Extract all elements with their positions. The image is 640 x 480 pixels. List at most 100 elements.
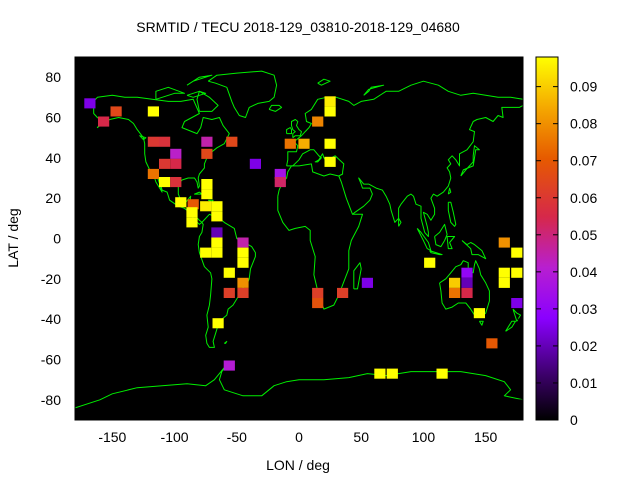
colorbar-tick-label: 0.02 <box>570 338 597 354</box>
colorbar-tick-label: 0.05 <box>570 227 597 243</box>
heatmap-cell <box>237 237 249 248</box>
plot-area <box>75 57 523 420</box>
chart-title: SRMTID / TECU 2018-129_03810-2018-129_04… <box>136 19 460 35</box>
heatmap-cell <box>201 148 213 159</box>
heatmap-cell <box>386 368 398 379</box>
coastline-22 <box>398 217 402 227</box>
heatmap-cell <box>186 207 198 218</box>
heatmap-cell <box>511 298 523 309</box>
heatmap-cell <box>361 277 373 288</box>
heatmap-cell <box>187 199 199 210</box>
heatmap-cell <box>223 360 235 371</box>
y-tick-label: 40 <box>45 150 61 166</box>
heatmap-cell <box>211 201 223 212</box>
heatmap-cell <box>324 96 336 107</box>
heatmap-cell <box>98 116 110 127</box>
heatmap-cell <box>298 138 310 149</box>
coastline-5 <box>286 149 345 177</box>
heatmap-cell <box>284 138 296 149</box>
coastline-29 <box>186 90 207 98</box>
y-axis-label: LAT / deg <box>5 208 21 267</box>
colorbar <box>535 56 559 421</box>
colorbar-tick-label: 0.06 <box>570 190 597 206</box>
heatmap-cell <box>449 287 461 298</box>
x-tick-label: 150 <box>474 429 498 445</box>
coastline-8 <box>75 365 523 409</box>
world-coastlines <box>75 70 523 409</box>
coastline-10 <box>286 127 292 135</box>
heatmap-cell <box>436 368 448 379</box>
y-tick-label: 20 <box>45 190 61 206</box>
heatmap-cell <box>223 267 235 278</box>
heatmap-cell <box>211 227 223 238</box>
coastline-18 <box>353 262 362 290</box>
coastline-15 <box>434 223 448 248</box>
heatmap-cell <box>498 267 510 278</box>
coastline-27 <box>139 135 147 141</box>
coastline-17 <box>461 240 487 260</box>
heatmap-cell <box>511 267 523 278</box>
heatmap-cell <box>337 287 349 298</box>
heatmap-cell <box>449 277 461 288</box>
heatmap-cell <box>201 136 213 147</box>
heatmap-cell <box>147 106 159 117</box>
heatmap-cell <box>223 287 235 298</box>
y-tick-label: -80 <box>41 392 61 408</box>
heatmap-cell <box>200 201 212 212</box>
coastline-19 <box>512 308 521 322</box>
colorbar-tick-label: 0.04 <box>570 264 597 280</box>
heatmap-cell <box>461 277 473 288</box>
y-tick-label: -40 <box>41 311 61 327</box>
heatmap-cell <box>424 257 436 268</box>
heatmap-cell <box>324 106 336 117</box>
x-tick-label: 100 <box>412 429 436 445</box>
heatmap-cell <box>110 106 122 117</box>
heatmap-cell <box>175 197 187 208</box>
coastline-31 <box>186 74 213 86</box>
heatmap-cell <box>159 177 171 188</box>
heatmap-cell <box>226 136 238 147</box>
x-axis-label: LON / deg <box>266 457 330 473</box>
heatmap-cell <box>498 237 510 248</box>
colorbar-tick-label: 0.03 <box>570 301 597 317</box>
heatmap-cell <box>186 217 198 228</box>
y-tick-label: -60 <box>41 352 61 368</box>
heatmap-cell <box>170 158 182 169</box>
x-tick-label: -50 <box>227 429 247 445</box>
coastline-32 <box>363 84 385 96</box>
heatmap-cell <box>147 168 159 179</box>
colorbar-tick-label: 0 <box>570 412 578 428</box>
x-tick-label: -150 <box>98 429 126 445</box>
coastline-21 <box>478 320 484 326</box>
y-tick-label: 60 <box>45 110 61 126</box>
heatmap-cell <box>312 287 324 298</box>
heatmap-cell <box>201 189 213 200</box>
heatmap-cell <box>159 158 171 169</box>
heatmap-cell <box>84 98 96 109</box>
y-tick-label: -20 <box>41 271 61 287</box>
heatmap-cell <box>324 156 336 167</box>
y-tick-label: 80 <box>45 69 61 85</box>
coastline-24 <box>447 187 452 195</box>
heatmap-cell <box>274 168 286 179</box>
y-tick-label: 0 <box>53 231 61 247</box>
coastline-12 <box>460 145 480 177</box>
coastline-28 <box>155 86 185 100</box>
x-tick-label: -100 <box>161 429 189 445</box>
heatmap-cell <box>159 136 171 147</box>
heatmap-cell <box>170 177 182 188</box>
heatmap-cell <box>312 116 324 127</box>
x-tick-label: 50 <box>353 429 369 445</box>
colorbar-axis: 0 0.01 0.02 0.03 0.04 0.05 0.06 0.07 0.08 0.09 <box>536 79 597 428</box>
coastline-6 <box>352 104 523 237</box>
heatmap-cell <box>511 247 523 258</box>
heatmap-cell <box>312 298 324 309</box>
colorbar-tick-label: 0.07 <box>570 153 597 169</box>
heatmap-cell <box>498 277 510 288</box>
coastline-20 <box>505 320 516 332</box>
heatmap-cell <box>473 308 485 319</box>
coastline-14 <box>429 250 443 256</box>
x-tick-label: 0 <box>295 429 303 445</box>
colorbar-tick-label: 0.09 <box>570 79 597 95</box>
